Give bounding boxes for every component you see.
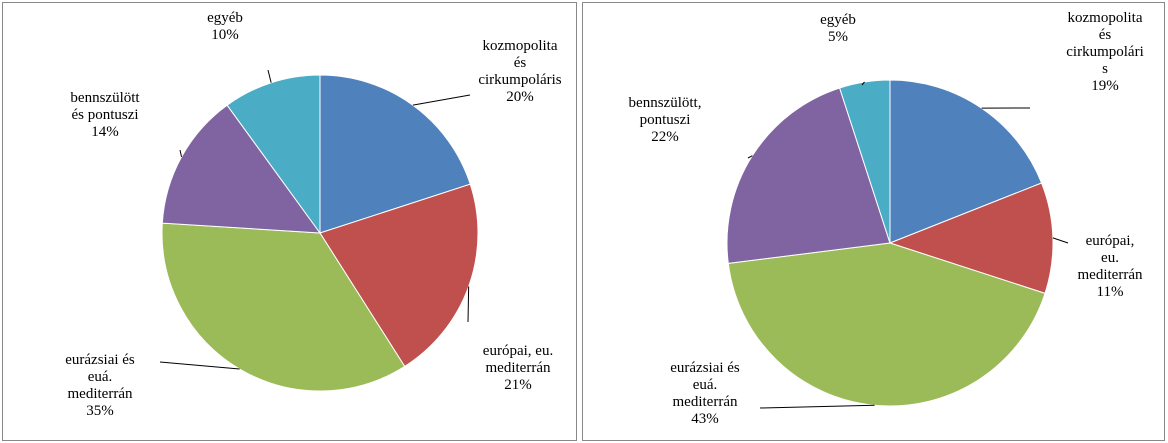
category-label: egyéb	[207, 10, 243, 26]
category-label: európai, eu. mediterrán	[1077, 233, 1143, 283]
slice-label: eurázsiai és euá. mediterrán 43%	[670, 360, 740, 428]
pie-slice	[319, 183, 479, 368]
value-label: 20%	[506, 89, 534, 105]
category-label: kozmopolita és cirkumpoláris	[478, 38, 562, 88]
category-label: egyéb	[820, 12, 856, 28]
leader-line	[179, 149, 183, 157]
value-label: 11%	[1096, 284, 1124, 300]
slice-label: egyéb 10%	[207, 10, 243, 44]
leader-line	[1052, 237, 1069, 244]
value-label: 35%	[86, 403, 114, 419]
value-label: 5%	[827, 29, 848, 45]
pie-slice	[319, 74, 471, 234]
leader-line	[759, 404, 875, 409]
value-label: 14%	[91, 124, 119, 140]
leader-line	[267, 69, 272, 83]
value-label: 21%	[504, 377, 532, 393]
pie-slice	[889, 79, 1043, 244]
pie-slice	[161, 222, 406, 392]
slice-label: európai, eu. mediterrán 21%	[483, 343, 553, 394]
slice-label: kozmopolita és cirkumpolári s 19%	[1066, 10, 1143, 95]
slice-label: eurázsiai és euá. mediterrán 35%	[65, 352, 135, 420]
category-label: kozmopolita és cirkumpolári s	[1066, 10, 1144, 77]
slice-label: egyéb 5%	[820, 12, 856, 46]
leader-line	[747, 155, 753, 159]
value-label: 19%	[1091, 78, 1119, 94]
slice-label: bennszülött és pontuszi 14%	[70, 90, 139, 141]
slice-label: bennszülött, pontuszi 22%	[629, 95, 702, 146]
leader-line	[467, 286, 470, 323]
category-label: európai, eu. mediterrán	[482, 343, 554, 376]
value-label: 43%	[691, 411, 719, 427]
category-label: bennszülött és pontuszi	[70, 90, 140, 123]
panel	[582, 2, 1165, 441]
value-label: 10%	[211, 27, 239, 43]
slice-label: kozmopolita és cirkumpoláris 20%	[478, 38, 561, 106]
category-label: eurázsiai és euá. mediterrán	[65, 352, 135, 402]
panel	[2, 2, 577, 441]
leader-line	[159, 361, 240, 370]
leader-line	[412, 94, 471, 106]
category-label: eurázsiai és euá. mediterrán	[670, 360, 740, 410]
slice-label: európai, eu. mediterrán 11%	[1078, 233, 1143, 301]
leader-line	[861, 81, 865, 86]
category-label: bennszülött, pontuszi	[628, 95, 702, 128]
pie-slice	[888, 182, 1054, 295]
value-label: 22%	[651, 129, 679, 145]
